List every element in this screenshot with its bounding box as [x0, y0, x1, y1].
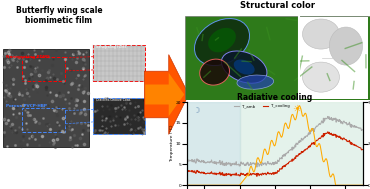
- Text: Butterfly wing scale
biomimetic film: Butterfly wing scale biomimetic film: [16, 6, 102, 25]
- Ellipse shape: [208, 28, 236, 52]
- Title: Radiative cooling: Radiative cooling: [237, 93, 312, 102]
- FancyBboxPatch shape: [93, 45, 145, 81]
- Text: ☀: ☀: [292, 104, 301, 114]
- Text: ☽: ☽: [192, 106, 199, 115]
- Ellipse shape: [303, 62, 340, 92]
- Ellipse shape: [222, 51, 267, 83]
- Text: Structural color: Structural color: [240, 1, 315, 10]
- Polygon shape: [145, 73, 184, 116]
- Ellipse shape: [329, 27, 363, 65]
- Legend: T_amb, T_cooling: T_amb, T_cooling: [233, 102, 291, 109]
- Ellipse shape: [195, 19, 249, 66]
- Text: Crack-to-Groove Coat.: Crack-to-Groove Coat.: [95, 98, 131, 102]
- Text: Nanograting PDMS: Nanograting PDMS: [95, 45, 126, 49]
- Text: Porous PVCP-HBP: Porous PVCP-HBP: [6, 104, 47, 108]
- Ellipse shape: [237, 75, 274, 89]
- Bar: [240, 102, 363, 185]
- Ellipse shape: [303, 19, 340, 49]
- Text: Nanograting PDMS: Nanograting PDMS: [6, 55, 50, 59]
- Bar: [187, 102, 240, 185]
- FancyBboxPatch shape: [300, 17, 368, 99]
- FancyBboxPatch shape: [185, 16, 370, 100]
- FancyBboxPatch shape: [93, 98, 145, 134]
- Polygon shape: [144, 55, 189, 134]
- FancyBboxPatch shape: [3, 49, 88, 147]
- Ellipse shape: [200, 59, 229, 85]
- Y-axis label: Temperature (°C): Temperature (°C): [170, 125, 174, 162]
- Ellipse shape: [234, 60, 255, 75]
